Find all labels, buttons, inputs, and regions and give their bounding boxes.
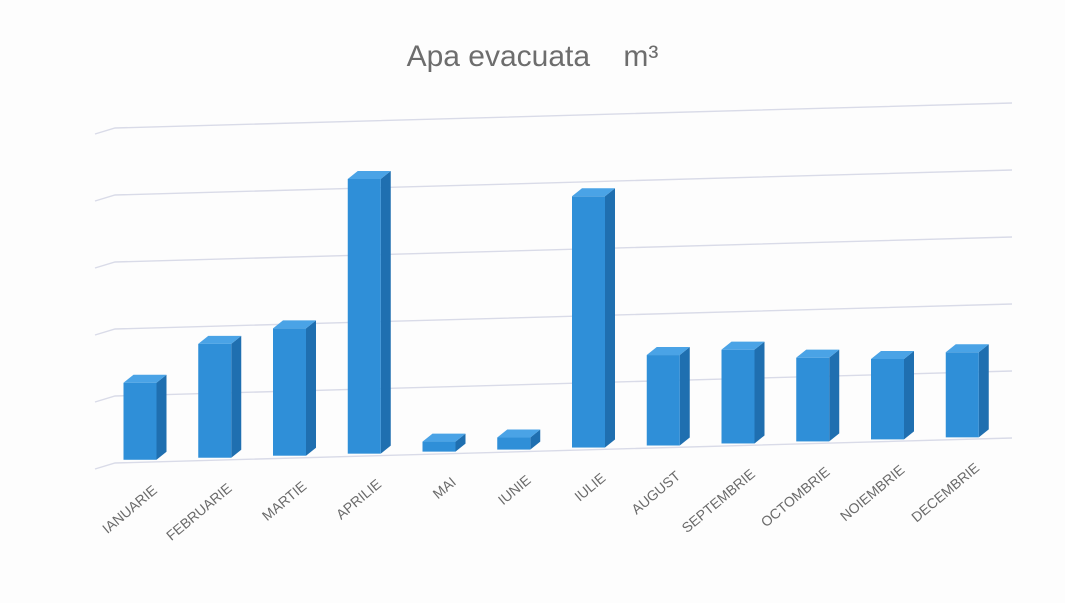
bar-side — [754, 341, 765, 444]
bar-front — [273, 328, 306, 456]
category-label: MARTIE — [259, 478, 310, 524]
bar-front — [347, 178, 381, 454]
bar — [572, 188, 615, 448]
category-label: IANUARIE — [99, 482, 160, 537]
bar — [871, 350, 914, 440]
gridline — [94, 370, 1013, 403]
bar-side — [829, 349, 840, 442]
bar-front — [497, 437, 531, 450]
bar-side — [904, 350, 914, 440]
bar-side — [679, 347, 690, 446]
bar-side — [231, 335, 242, 458]
category-label: FEBRUARIE — [163, 480, 235, 544]
bar-top — [273, 320, 316, 329]
category-label: SEPTEMBRIE — [679, 466, 758, 536]
gridline — [94, 169, 1013, 202]
bar-side — [156, 374, 167, 460]
bar — [198, 335, 242, 458]
bar-side — [605, 188, 615, 448]
bar-top — [572, 188, 615, 197]
gridline — [94, 303, 1013, 336]
bar-front — [422, 441, 456, 452]
bar-top — [198, 335, 242, 344]
category-label: NOIEMBRIE — [837, 461, 907, 524]
category-label: DECEMBRIE — [908, 459, 982, 525]
bar — [347, 170, 391, 454]
category-label: AUGUST — [628, 467, 683, 517]
bar-top — [497, 429, 541, 438]
bar — [646, 347, 690, 446]
bar — [796, 349, 840, 442]
bar-side — [978, 344, 989, 438]
bar — [123, 374, 167, 460]
bar-top — [646, 347, 690, 356]
bar-top — [721, 341, 765, 350]
bar-side — [306, 320, 316, 456]
bars — [123, 170, 989, 460]
gridline — [94, 102, 1013, 135]
bar-front — [945, 352, 979, 438]
bar-front — [796, 357, 830, 442]
bar-front — [871, 358, 904, 440]
bar-side — [380, 170, 391, 454]
bar-top — [123, 374, 167, 383]
category-label: APRILIE — [333, 476, 384, 523]
bar — [945, 344, 989, 438]
bar — [497, 429, 541, 450]
category-label: IUNIE — [495, 472, 534, 508]
bar — [273, 320, 316, 456]
gridline — [94, 437, 1013, 470]
bar — [721, 341, 765, 444]
category-label: MAI — [430, 474, 459, 502]
bar-side — [455, 433, 466, 452]
bar-side — [530, 429, 541, 450]
bar-front — [198, 343, 232, 458]
bar-top — [347, 170, 391, 179]
bar-front — [123, 382, 157, 460]
bar-top — [871, 350, 914, 359]
bar-front — [721, 349, 755, 444]
bar-front — [572, 196, 605, 448]
bar-top — [796, 349, 840, 358]
category-label: OCTOMBRIE — [758, 463, 833, 530]
gridlines — [94, 102, 1013, 470]
bar-top — [945, 344, 989, 353]
bar-top — [422, 433, 466, 442]
category-label: IULIE — [571, 470, 608, 505]
category-labels: IANUARIE FEBRUARIE MARTIE APRILIE MAI IUNIE IU… — [99, 459, 982, 543]
gridline — [94, 236, 1013, 269]
chart-title: Apa evacuata m³ — [406, 40, 659, 73]
bar-front — [646, 355, 680, 446]
bar — [422, 433, 466, 452]
